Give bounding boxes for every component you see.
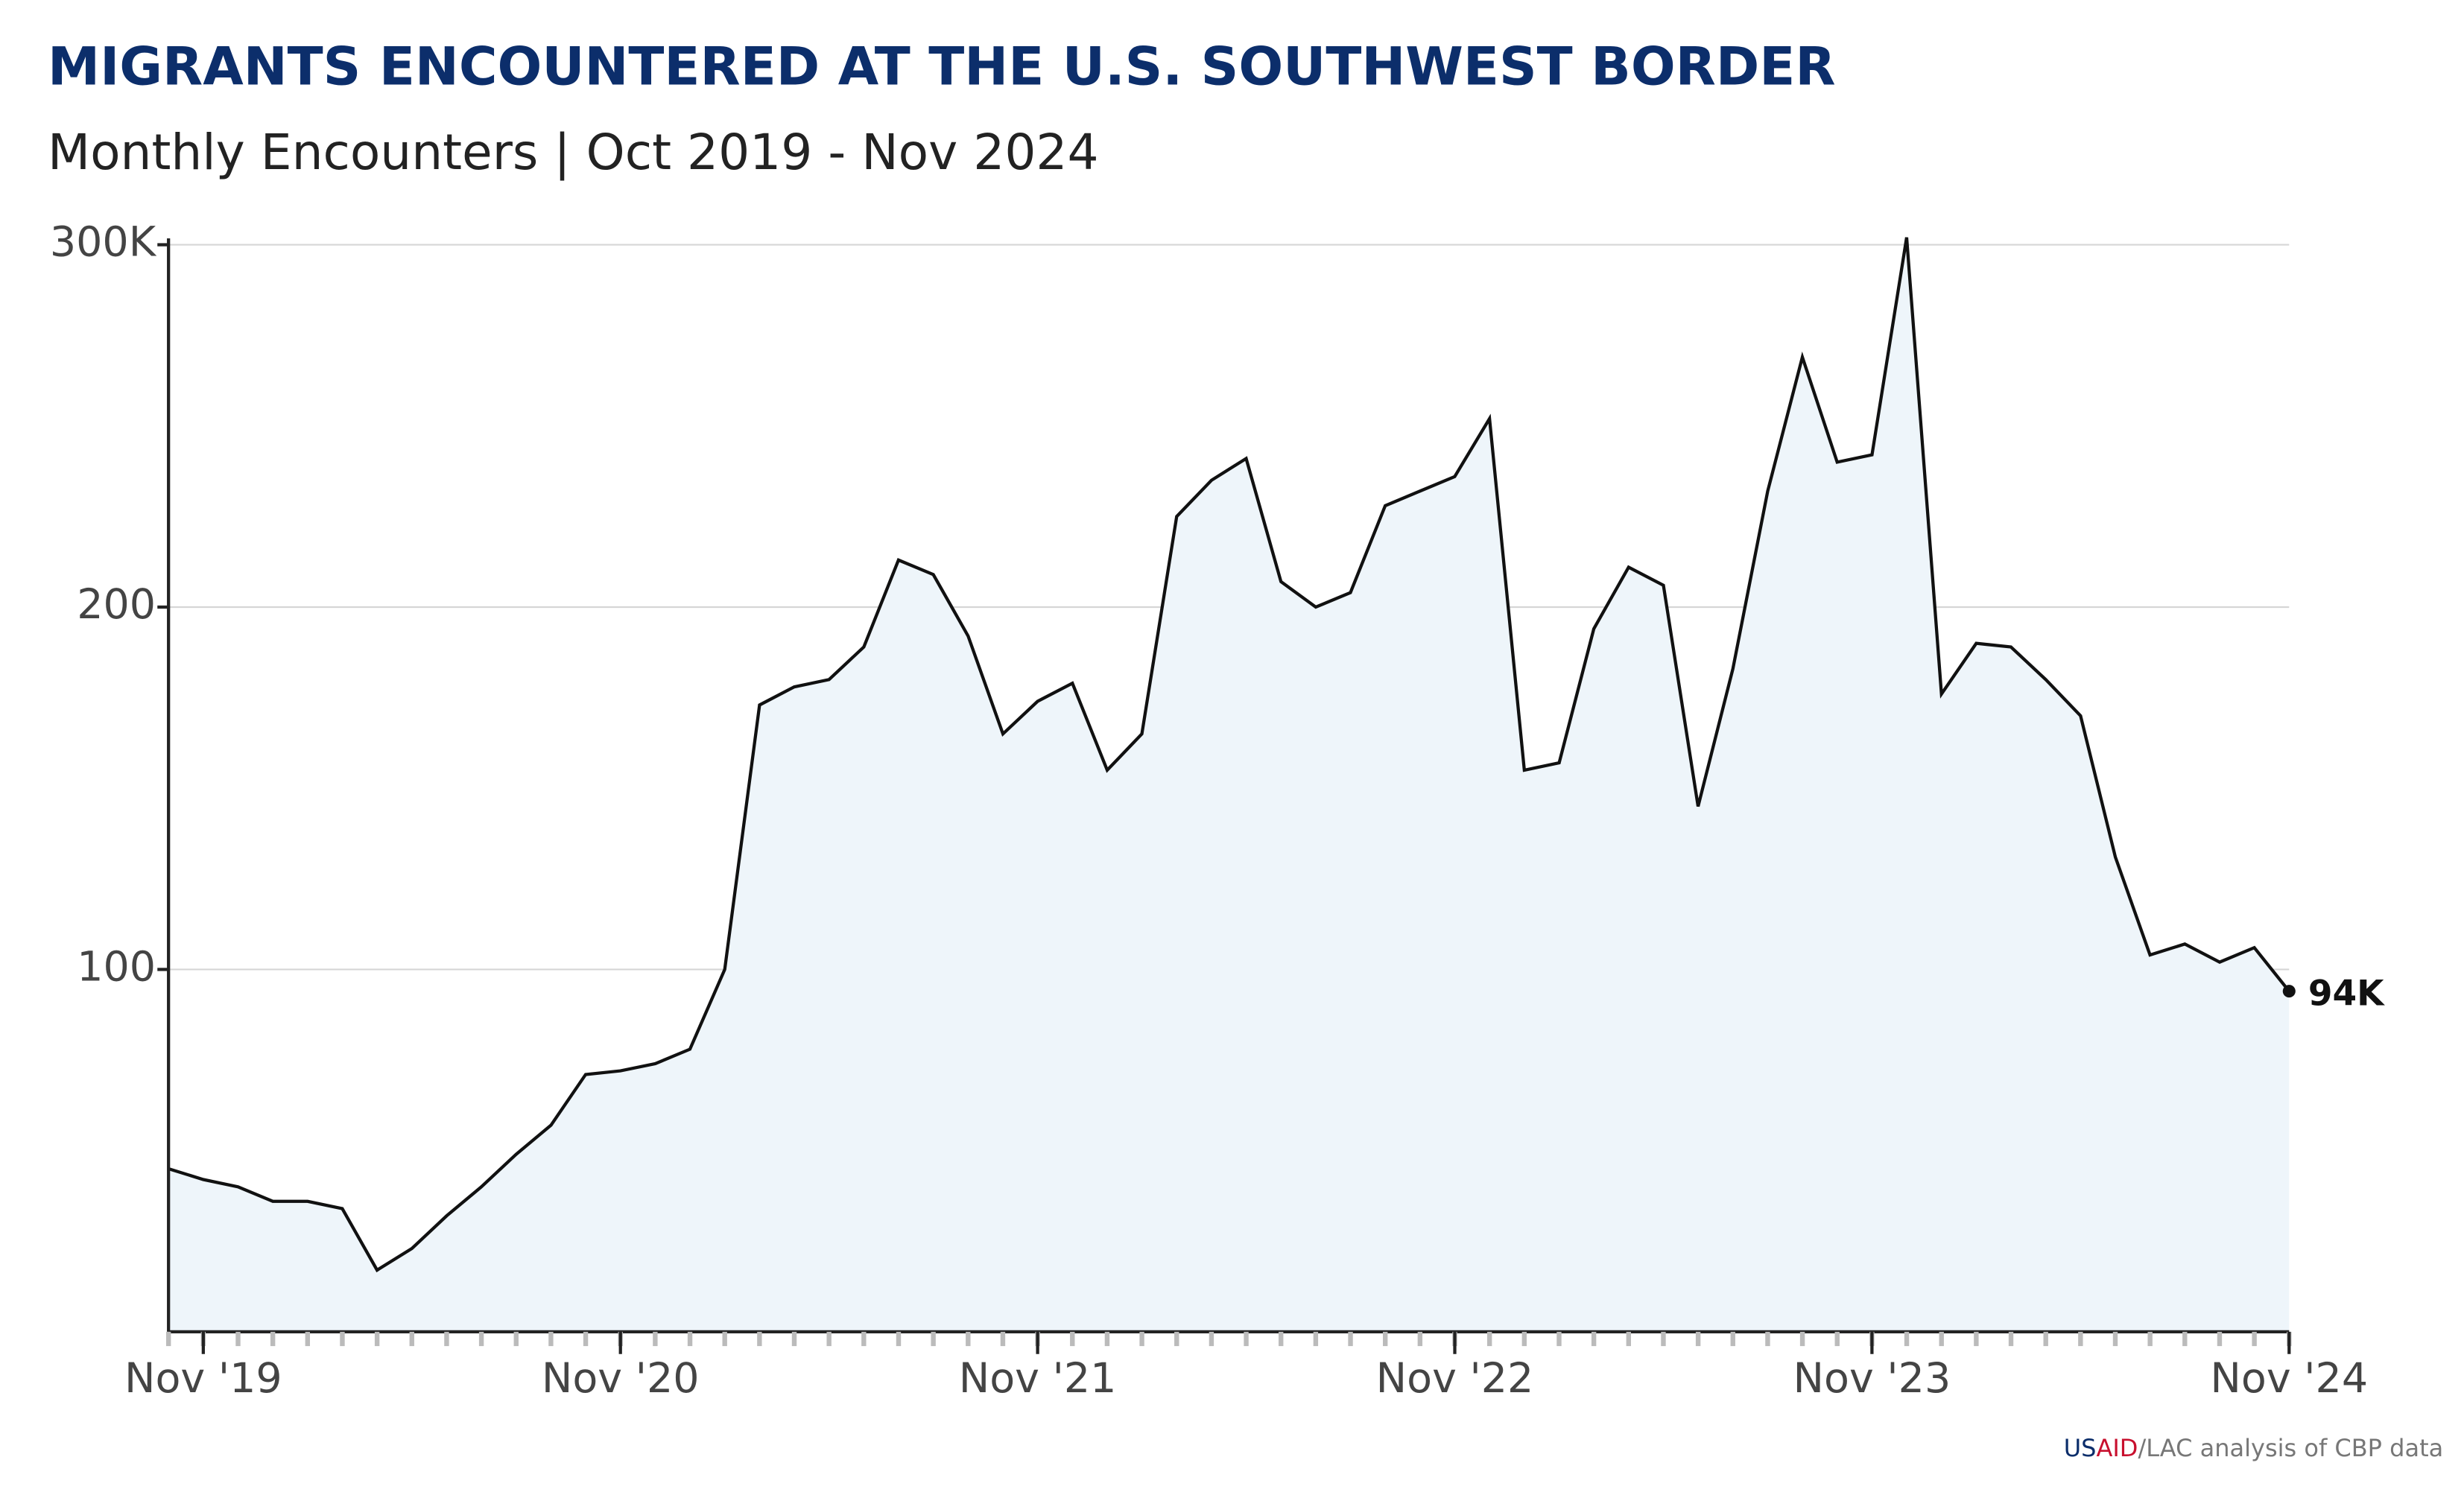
chart-subtitle: Monthly Encounters | Oct 2019 - Nov 2024 bbox=[48, 124, 1099, 181]
y-tick-label: 100 bbox=[77, 944, 156, 991]
y-tick-label: 300K bbox=[50, 219, 157, 267]
source-aid: AID bbox=[2096, 1434, 2138, 1462]
x-tick-label: Nov '24 bbox=[2210, 1355, 2368, 1403]
area bbox=[168, 237, 2290, 1332]
source-us: US bbox=[2064, 1434, 2097, 1462]
end-point bbox=[2282, 985, 2296, 998]
line bbox=[168, 237, 2290, 1273]
x-tick-label: Nov '23 bbox=[1793, 1355, 1951, 1403]
y-tick-label: 200 bbox=[77, 581, 156, 629]
x-tick-label: Nov '20 bbox=[542, 1355, 700, 1403]
x-tick-label: Nov '22 bbox=[1376, 1355, 1534, 1403]
x-tick-label: Nov '21 bbox=[959, 1355, 1117, 1403]
source-rest: /LAC analysis of CBP data bbox=[2138, 1434, 2443, 1462]
x-tick-label: Nov '19 bbox=[124, 1355, 282, 1403]
value-label: 94K bbox=[2308, 974, 2385, 1015]
chart-title: MIGRANTS ENCOUNTERED AT THE U.S. SOUTHWE… bbox=[48, 36, 1836, 97]
source: USAID/LAC analysis of CBP data bbox=[2064, 1434, 2443, 1462]
